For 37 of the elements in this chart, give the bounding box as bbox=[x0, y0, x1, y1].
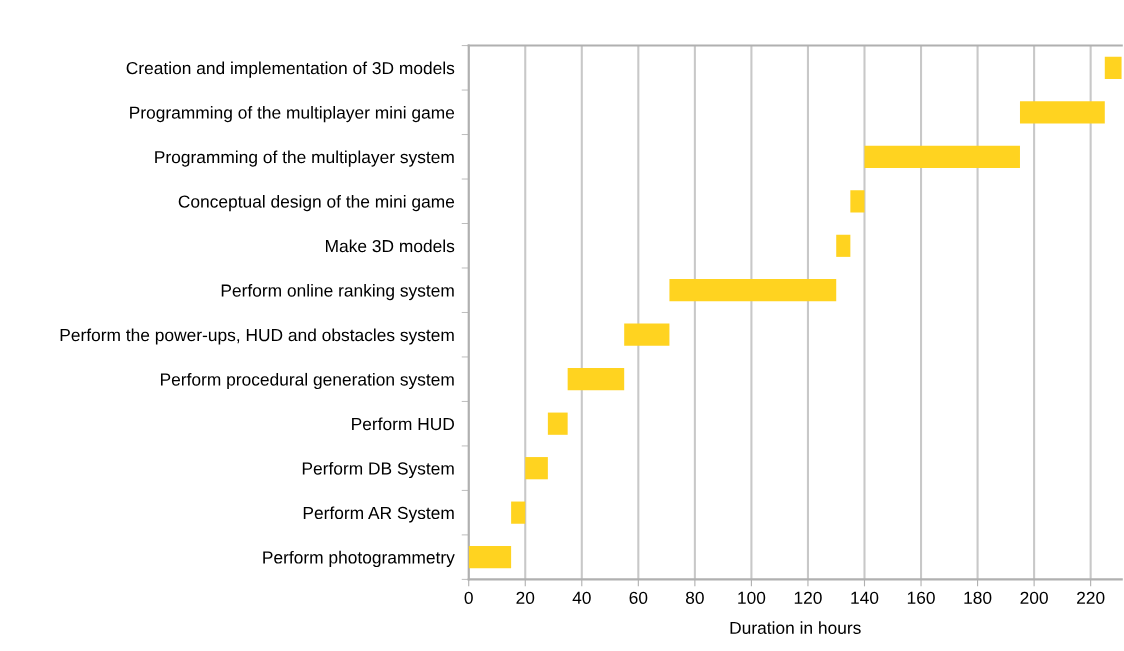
bar bbox=[567, 368, 625, 391]
x-tick-label: 220 bbox=[1077, 591, 1105, 604]
x-tick-label: 20 bbox=[516, 591, 535, 604]
x-tick-label: 140 bbox=[851, 591, 879, 604]
x-axis-title: Duration in hours bbox=[730, 621, 861, 635]
bar bbox=[468, 546, 512, 569]
x-tick-label: 100 bbox=[738, 591, 766, 604]
x-tick-label: 120 bbox=[794, 591, 822, 604]
y-tick-label: Programming of the multiplayer system bbox=[155, 150, 454, 167]
x-tick-label: 0 bbox=[464, 591, 473, 604]
y-tick-label: Conceptual design of the mini game bbox=[178, 194, 455, 212]
bar bbox=[669, 279, 837, 302]
y-tick-label: Creation and implementation of 3D models bbox=[126, 61, 455, 78]
y-tick-label: Make 3D models bbox=[325, 239, 455, 253]
bar bbox=[624, 323, 670, 346]
bar bbox=[1019, 101, 1105, 124]
y-tick-label: Programming of the multiplayer mini game bbox=[130, 106, 455, 123]
y-tick-label: Perform online ranking system bbox=[221, 283, 454, 301]
x-tick-label: 200 bbox=[1020, 591, 1048, 604]
x-tick-label: 180 bbox=[964, 591, 992, 604]
y-tick-label: Perform DB System bbox=[302, 461, 454, 479]
bar bbox=[836, 234, 851, 257]
bar bbox=[511, 501, 526, 524]
y-tick-label: Perform photogrammetry bbox=[263, 550, 455, 568]
bar bbox=[547, 412, 568, 435]
x-tick-label: 60 bbox=[629, 591, 648, 604]
y-tick-label: Perform the power-ups, HUD and obstacles system bbox=[60, 328, 454, 345]
x-tick-label: 160 bbox=[907, 591, 935, 604]
y-tick-label: Perform procedural generation system bbox=[160, 372, 454, 390]
y-tick-label: Perform HUD bbox=[352, 417, 454, 431]
bar bbox=[525, 457, 548, 480]
x-tick-label: 40 bbox=[572, 591, 591, 604]
bar bbox=[864, 145, 1020, 168]
y-tick-label: Perform AR System bbox=[303, 506, 454, 523]
bar bbox=[850, 190, 865, 213]
bar bbox=[1104, 56, 1122, 79]
x-tick-label: 80 bbox=[685, 591, 704, 604]
